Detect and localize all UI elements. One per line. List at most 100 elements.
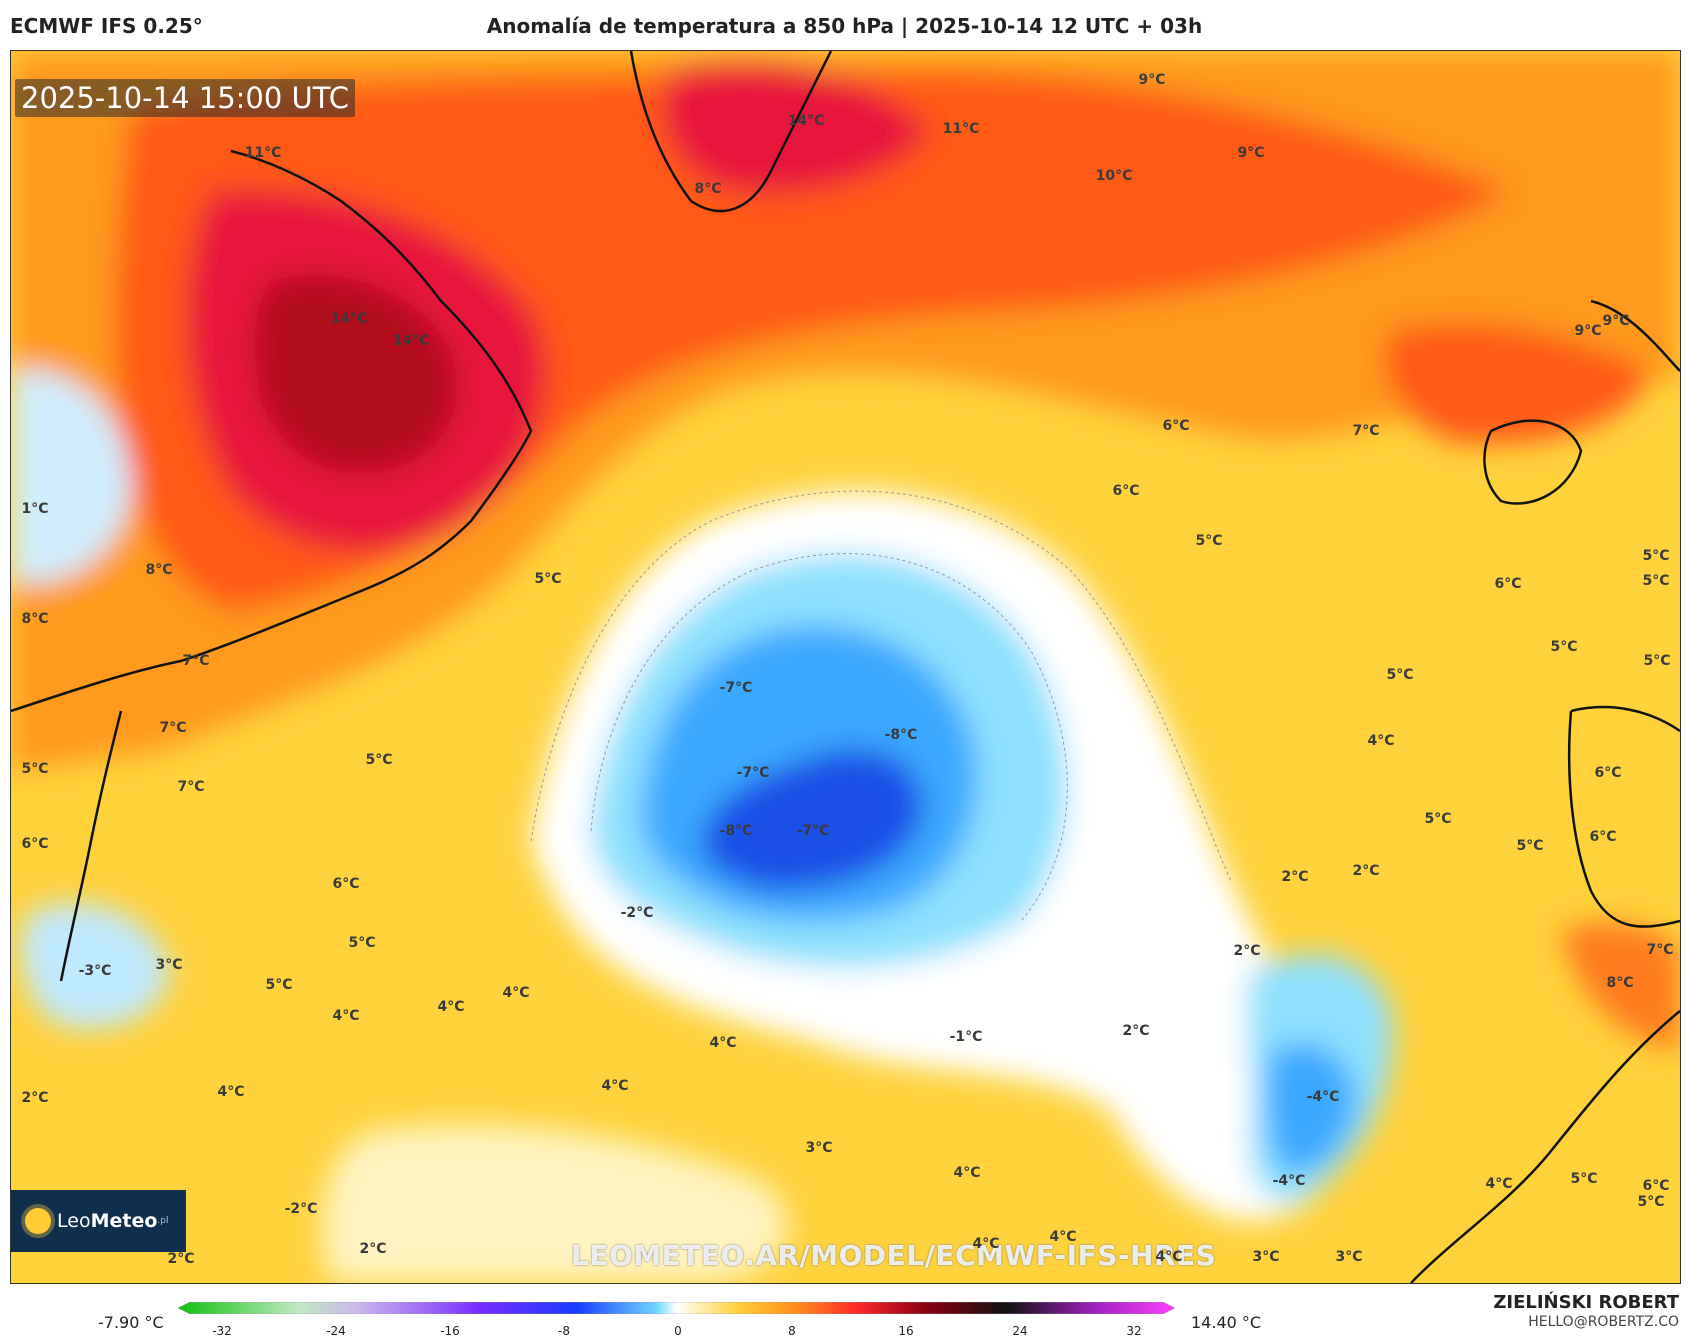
model-name: ECMWF IFS 0.25° [10, 14, 203, 38]
temp-label: 5°C [534, 571, 562, 587]
us-east-coast [59, 710, 123, 982]
temp-label: 5°C [1516, 838, 1544, 854]
greenland-coast [629, 51, 833, 213]
temp-label: 4°C [332, 1008, 360, 1024]
temp-label: 4°C [709, 1035, 737, 1051]
temp-label: 5°C [265, 977, 293, 993]
logo-text-light: Leo [57, 1210, 91, 1232]
temp-label: 5°C [1642, 548, 1670, 564]
temp-label: -1°C [949, 1029, 983, 1045]
labrador-peak [254, 274, 458, 473]
colorbar-tick: 24 [1012, 1324, 1028, 1338]
colorbar-tick: 16 [898, 1324, 914, 1338]
map-title: Anomalía de temperatura a 850 hPa | 2025… [486, 14, 1203, 38]
azores-cold-core [1265, 1043, 1356, 1173]
temp-label: 4°C [502, 985, 530, 1001]
temp-label: 5°C [1637, 1194, 1665, 1210]
temp-label: 9°C [1237, 145, 1265, 161]
temp-label: 4°C [1367, 733, 1395, 749]
temp-label: 7°C [1352, 423, 1380, 439]
colorbar-min-label: -7.90 °C [98, 1313, 164, 1332]
temp-label: 14°C [392, 333, 430, 349]
temp-label: 8°C [21, 611, 49, 627]
temp-label: 2°C [359, 1241, 387, 1257]
temp-label: 3°C [805, 1140, 833, 1156]
colorbar-max-label: 14.40 °C [1191, 1313, 1262, 1332]
temp-label: 4°C [601, 1078, 629, 1094]
colorbar-tick: -16 [440, 1324, 460, 1338]
uk-warm-area [1384, 323, 1651, 444]
colorbar-tick: -32 [212, 1324, 232, 1338]
temp-label: -8°C [884, 727, 918, 743]
temp-label: 5°C [1424, 811, 1452, 827]
temp-label: 6°C [1162, 418, 1190, 434]
coastlines [11, 51, 1680, 1283]
temp-label: 6°C [21, 836, 49, 852]
temp-label: 5°C [1550, 639, 1578, 655]
temp-label: 6°C [1594, 765, 1622, 781]
temp-label: -4°C [1306, 1089, 1340, 1105]
britain-coast [1590, 299, 1680, 372]
temp-label: 5°C [1386, 667, 1414, 683]
logo-suffix: .pl [157, 1216, 169, 1226]
temp-label: 5°C [1643, 653, 1671, 669]
south-pale-area [321, 1124, 789, 1283]
temp-label: 5°C [21, 761, 49, 777]
temp-label: 7°C [1646, 942, 1674, 958]
temp-label: 6°C [1494, 576, 1522, 592]
temp-label: 2°C [167, 1251, 195, 1267]
temp-label: 5°C [1195, 533, 1223, 549]
temp-label: 6°C [1589, 829, 1617, 845]
temp-label: 4°C [1485, 1176, 1513, 1192]
temp-label: 2°C [1122, 1023, 1150, 1039]
temp-label: 5°C [348, 935, 376, 951]
temp-label: 6°C [332, 876, 360, 892]
temp-label: 8°C [145, 562, 173, 578]
temp-label: 4°C [437, 999, 465, 1015]
iberia-warm-area [1561, 922, 1680, 1051]
ireland-coast [1483, 419, 1583, 505]
temp-label: -7°C [719, 680, 753, 696]
colorbar-tick: 0 [674, 1324, 682, 1338]
temp-label: -4°C [1272, 1173, 1306, 1189]
southwest-cool-area [20, 903, 171, 1029]
temp-label: 9°C [1138, 72, 1166, 88]
temp-label: -2°C [284, 1201, 318, 1217]
temp-label: 9°C [1602, 313, 1630, 329]
temp-label: 1°C [21, 501, 49, 517]
north-america-coast [11, 149, 533, 713]
greenland-warm-core [663, 63, 931, 194]
temp-label: 4°C [1049, 1229, 1077, 1245]
temp-label: 4°C [972, 1236, 1000, 1252]
logo-text-bold: Meteo [90, 1210, 158, 1232]
temp-label: 3°C [1252, 1249, 1280, 1265]
temp-label: 7°C [182, 653, 210, 669]
valid-time-badge: 2025-10-14 15:00 UTC [15, 79, 356, 117]
colorbar [178, 1302, 1175, 1314]
colorbar-tick: 32 [1126, 1324, 1142, 1338]
temp-label: 8°C [694, 181, 722, 197]
iberia-west-coast [1567, 710, 1680, 928]
temp-label: 14°C [330, 311, 368, 327]
temp-label: 9°C [1574, 323, 1602, 339]
author-email: HELLO@ROBERTZ.CO [1528, 1314, 1679, 1330]
temp-label: 8°C [1606, 975, 1634, 991]
colorbar-tick: 8 [788, 1324, 796, 1338]
map-canvas [11, 51, 1680, 1283]
temp-label: 6°C [1112, 483, 1140, 499]
temp-label: -7°C [796, 823, 830, 839]
temp-label: 6°C [1642, 1178, 1670, 1194]
temp-label: 3°C [1335, 1249, 1363, 1265]
temperature-anomaly-map: 2025-10-14 15:00 UTC Leo Meteo .pl LEOMETE… [10, 50, 1681, 1284]
author-name: ZIELIŃSKI ROBERT [1493, 1292, 1679, 1313]
temp-label: 5°C [1570, 1171, 1598, 1187]
colorbar-tick: -24 [326, 1324, 346, 1338]
temp-label: 4°C [217, 1084, 245, 1100]
cold-core [701, 749, 923, 891]
temp-label: 3°C [155, 957, 183, 973]
temp-label: 4°C [953, 1165, 981, 1181]
contours [530, 490, 1232, 922]
northwest-cool-area [11, 369, 131, 583]
temp-label: 11°C [942, 121, 980, 137]
temp-label: -8°C [719, 823, 753, 839]
